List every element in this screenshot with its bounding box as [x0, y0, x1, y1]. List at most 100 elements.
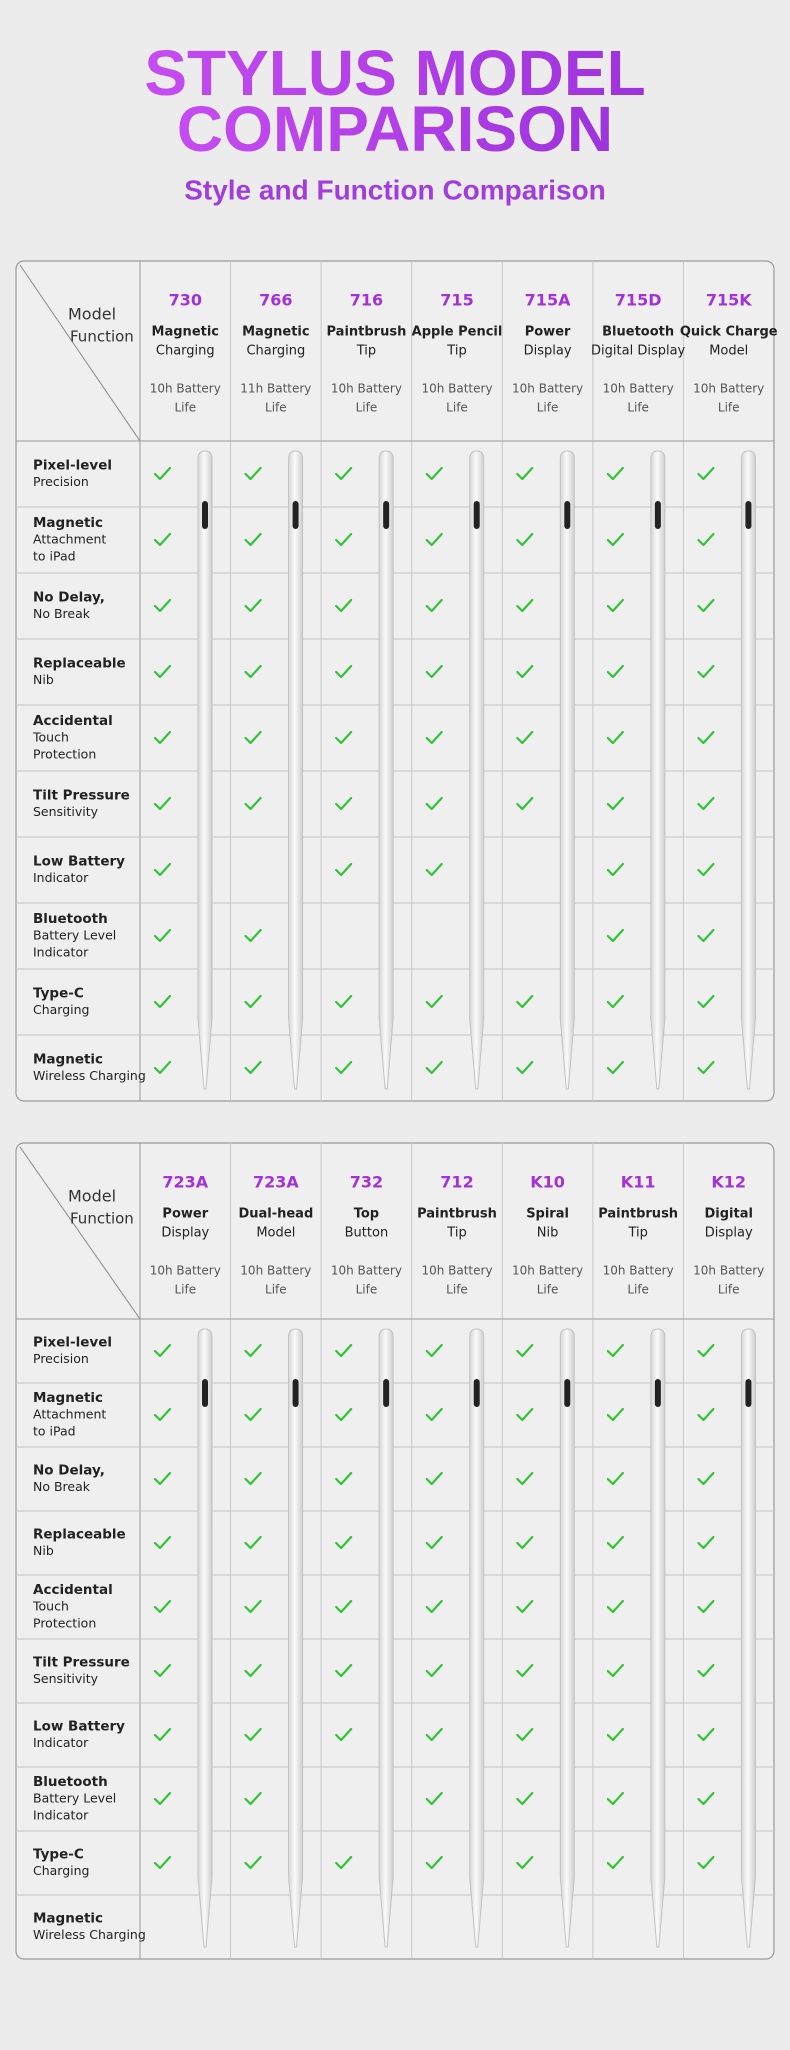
check-mark	[244, 664, 262, 679]
feature-label: No Break	[33, 606, 91, 621]
check-mark	[606, 1471, 624, 1486]
check-mark	[516, 598, 534, 613]
model-code: 730	[169, 291, 202, 310]
check-mark	[516, 1855, 534, 1870]
check-mark	[153, 1535, 172, 1550]
check-mark	[335, 1343, 353, 1358]
feature-label: Pixel-level	[33, 1335, 112, 1351]
feature-label: Indicator	[33, 870, 89, 885]
battery-life: 10h Battery	[603, 382, 674, 396]
check-mark	[606, 532, 624, 547]
check-mark	[335, 1855, 353, 1870]
feature-label: Charging	[33, 1002, 90, 1017]
model-name: Paintbrush	[327, 325, 407, 340]
check-mark	[516, 1471, 534, 1486]
feature-label: Tilt Pressure	[33, 788, 130, 804]
model-name: Power	[162, 1207, 208, 1222]
feature-label: Sensitivity	[33, 804, 99, 819]
check-mark	[244, 466, 262, 481]
check-mark	[606, 1599, 624, 1614]
check-mark	[425, 796, 443, 811]
feature-label: Low Battery	[33, 854, 125, 870]
corner-diagonal	[19, 1146, 141, 1320]
stylus-button	[654, 1379, 661, 1407]
battery-life: 10h Battery	[331, 1264, 402, 1278]
check-mark	[606, 1343, 624, 1358]
check-mark	[335, 1535, 353, 1550]
model-name: Digital	[704, 1207, 752, 1222]
check-mark	[153, 730, 172, 745]
check-mark	[425, 466, 443, 481]
stylus-button	[202, 501, 208, 529]
feature-label: Bluetooth	[33, 911, 108, 927]
model-code: K12	[711, 1173, 746, 1192]
check-mark	[697, 1599, 715, 1614]
check-mark	[516, 1535, 534, 1550]
battery-life: Life	[537, 401, 559, 415]
check-mark	[153, 1060, 172, 1075]
check-mark	[244, 994, 262, 1009]
feature-label: Protection	[33, 747, 96, 762]
stylus-button	[383, 501, 390, 529]
check-mark	[606, 598, 624, 613]
check-mark	[697, 730, 715, 745]
check-mark	[425, 1663, 443, 1678]
battery-life: Life	[718, 1283, 740, 1297]
model-name: Paintbrush	[598, 1207, 678, 1222]
feature-label: Nib	[33, 1543, 54, 1558]
check-mark	[425, 532, 443, 547]
feature-label: Attachment	[33, 1407, 106, 1422]
model-code: 723A	[253, 1173, 299, 1192]
battery-life: 10h Battery	[150, 1264, 221, 1278]
stylus	[288, 1328, 304, 1948]
feature-label: Accidental	[33, 713, 113, 729]
check-mark	[153, 1343, 172, 1358]
check-mark	[697, 598, 715, 613]
model-name: Paintbrush	[417, 1207, 497, 1222]
check-mark	[516, 466, 534, 481]
check-mark	[425, 1599, 443, 1614]
check-mark	[425, 1535, 443, 1550]
stylus-button	[292, 501, 299, 529]
check-mark	[606, 1535, 624, 1550]
model-code: 715D	[615, 291, 662, 310]
check-mark	[244, 1343, 262, 1358]
corner-function: Function	[70, 328, 134, 346]
feature-label: No Delay,	[33, 590, 105, 606]
stylus	[650, 1328, 666, 1948]
battery-life: Life	[718, 401, 740, 415]
check-mark	[606, 928, 624, 943]
stylus	[469, 450, 485, 1090]
check-mark	[335, 1599, 353, 1614]
check-mark	[244, 1060, 262, 1075]
check-mark	[606, 862, 624, 877]
check-mark	[516, 664, 534, 679]
check-mark	[516, 532, 534, 547]
model-name: Display	[705, 1226, 753, 1241]
check-mark	[697, 1855, 715, 1870]
stylus-button	[654, 501, 661, 529]
check-mark	[153, 928, 172, 943]
feature-label: Low Battery	[33, 1719, 125, 1735]
check-mark	[335, 796, 353, 811]
feature-label: Nib	[33, 672, 54, 687]
feature-label: Type-C	[33, 1847, 84, 1863]
check-mark	[425, 1343, 443, 1358]
battery-life: Life	[627, 1283, 649, 1297]
check-mark	[244, 730, 262, 745]
check-mark	[606, 1060, 624, 1075]
feature-label: Precision	[33, 474, 89, 489]
feature-label: Replaceable	[33, 656, 126, 672]
feature-label: Magnetic	[33, 515, 103, 531]
feature-label: No Break	[33, 1479, 91, 1494]
check-mark	[335, 994, 353, 1009]
check-mark	[153, 598, 172, 613]
model-name: Dual-head	[238, 1207, 313, 1222]
check-mark	[244, 796, 262, 811]
check-mark	[697, 1535, 715, 1550]
check-mark	[697, 1060, 715, 1075]
stylus	[650, 450, 666, 1090]
model-name: Nib	[537, 1226, 559, 1241]
stylus	[197, 1328, 213, 1948]
